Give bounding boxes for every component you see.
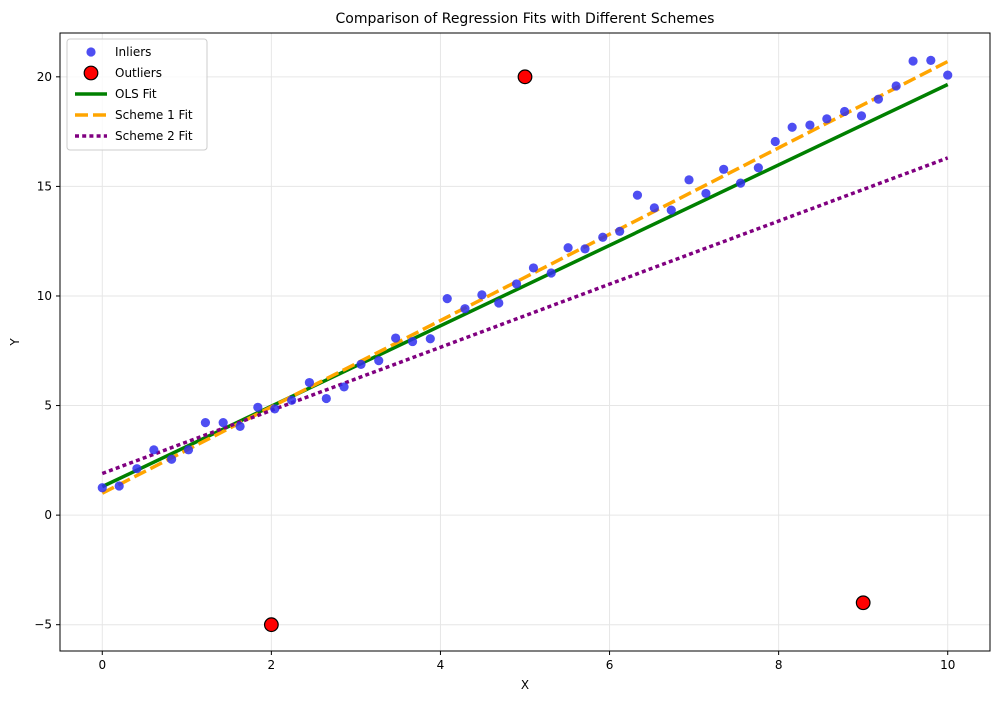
inlier-point bbox=[287, 395, 297, 405]
y-tick-label: 20 bbox=[37, 70, 52, 84]
inlier-point bbox=[719, 164, 729, 174]
y-tick-label: 5 bbox=[44, 399, 52, 413]
inlier-point bbox=[839, 106, 850, 117]
inlier-point bbox=[753, 163, 763, 173]
inlier-point bbox=[649, 203, 659, 213]
x-tick-label: 2 bbox=[268, 658, 276, 672]
scheme-2-fit-line bbox=[101, 156, 949, 476]
plot-frame bbox=[59, 32, 991, 652]
inlier-point bbox=[787, 122, 797, 132]
inlier-point bbox=[391, 333, 401, 343]
legend-label: Scheme 1 Fit bbox=[115, 108, 193, 122]
inlier-point bbox=[356, 359, 366, 369]
scheme-1-fit-line bbox=[101, 59, 949, 495]
inlier-point bbox=[701, 188, 711, 199]
inlier-point bbox=[442, 294, 452, 304]
legend-label: Inliers bbox=[115, 45, 151, 59]
inlier-point bbox=[580, 244, 590, 254]
inlier-point bbox=[460, 304, 470, 314]
inlier-point bbox=[891, 81, 901, 91]
inlier-point bbox=[615, 226, 625, 236]
inlier-point bbox=[167, 454, 177, 464]
plot-data bbox=[97, 55, 953, 633]
x-tick-label: 6 bbox=[606, 658, 614, 672]
x-tick-label: 0 bbox=[98, 658, 106, 672]
inlier-point bbox=[684, 175, 694, 185]
inlier-point bbox=[666, 205, 676, 215]
outlier-point bbox=[855, 595, 871, 611]
inlier-point bbox=[477, 290, 487, 300]
inlier-point bbox=[132, 464, 142, 474]
chart-title: Comparison of Regression Fits with Diffe… bbox=[336, 11, 715, 27]
inlier-point bbox=[805, 120, 815, 130]
outlier-point bbox=[517, 69, 533, 85]
inlier-point bbox=[270, 404, 280, 414]
outlier-point bbox=[263, 617, 279, 633]
y-tick-label: 15 bbox=[37, 179, 52, 193]
inlier-point bbox=[856, 111, 867, 121]
inlier-point bbox=[304, 377, 315, 388]
x-tick-label: 4 bbox=[437, 658, 445, 672]
legend-box bbox=[66, 38, 208, 151]
inlier-point bbox=[114, 481, 124, 491]
inlier-point bbox=[235, 421, 245, 431]
legend-label: OLS Fit bbox=[115, 87, 157, 101]
legend-label: Scheme 2 Fit bbox=[115, 129, 193, 143]
inlier-point bbox=[407, 336, 418, 347]
y-tick-label: 0 bbox=[44, 508, 52, 522]
ols-fit-line bbox=[101, 82, 949, 489]
x-axis-label: X bbox=[521, 678, 529, 692]
x-tick-label: 10 bbox=[940, 658, 955, 672]
inlier-point bbox=[735, 178, 746, 188]
grid-lines bbox=[60, 33, 990, 651]
inlier-point bbox=[321, 393, 331, 404]
inlier-point bbox=[546, 268, 556, 278]
inlier-point bbox=[425, 334, 435, 344]
inlier-point bbox=[563, 243, 573, 253]
legend-outlier-marker bbox=[83, 65, 99, 81]
inlier-point bbox=[374, 356, 384, 366]
inlier-point bbox=[97, 483, 107, 493]
y-axis-label: Y bbox=[8, 338, 22, 347]
inlier-point bbox=[632, 190, 643, 200]
inlier-point bbox=[511, 279, 522, 289]
legend: Inliers Outliers OLS Fit Scheme 1 Fit Scheme… bbox=[66, 38, 208, 151]
inlier-point bbox=[943, 70, 953, 80]
inlier-point bbox=[183, 445, 194, 455]
legend-label: Outliers bbox=[115, 66, 162, 80]
x-tick-label: 8 bbox=[775, 658, 783, 672]
inlier-point bbox=[494, 298, 504, 308]
y-tick-label: −5 bbox=[34, 618, 52, 632]
inlier-point bbox=[200, 418, 211, 428]
inlier-point bbox=[149, 445, 159, 455]
inlier-point bbox=[218, 418, 228, 428]
legend-inlier-marker bbox=[86, 47, 96, 57]
inlier-point bbox=[908, 56, 918, 66]
inlier-point bbox=[926, 55, 936, 65]
inlier-point bbox=[253, 402, 263, 412]
inlier-point bbox=[339, 382, 349, 392]
inlier-point bbox=[770, 136, 780, 147]
y-tick-label: 10 bbox=[37, 289, 52, 303]
inlier-point bbox=[822, 114, 832, 124]
inlier-point bbox=[598, 232, 608, 242]
inlier-point bbox=[873, 94, 884, 104]
inlier-point bbox=[528, 263, 539, 273]
